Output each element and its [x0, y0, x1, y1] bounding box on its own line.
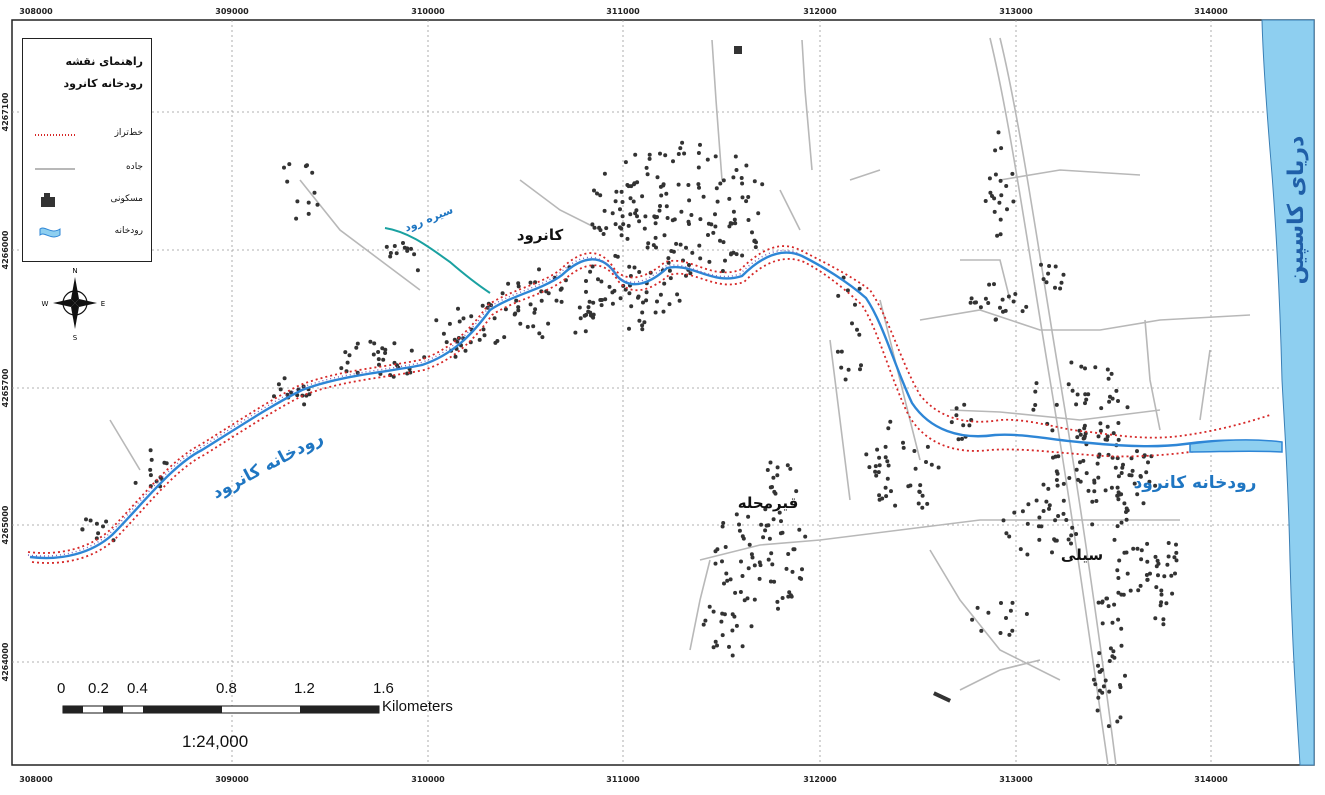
scale-tick-label: 1.2	[294, 680, 315, 697]
grid-y-label: 4265700	[1, 368, 10, 407]
river-icon	[39, 227, 61, 238]
gray-line-icon	[35, 168, 75, 170]
village-label-mid: قیرمحله	[738, 494, 799, 512]
river-mouth	[1189, 439, 1283, 453]
map-legend: راهنمای نقشه رودخانه کانرود خط‌تراز جاده…	[22, 38, 152, 262]
grid-x-label: 313000	[999, 775, 1033, 784]
scale-tick-label: 0	[57, 680, 66, 697]
grid-x-label: 310000	[411, 7, 445, 16]
grid-x-label: 311000	[606, 775, 640, 784]
legend-item-settlement: مسکونی	[29, 193, 143, 209]
svg-text:S: S	[73, 334, 78, 342]
grid-lines	[12, 20, 1314, 765]
scale-tick-label: 0.2	[88, 680, 109, 697]
river-label-east: رودخانه کانرود	[1134, 473, 1257, 493]
grid-x-label: 309000	[215, 7, 249, 16]
grid-y-label: 4264000	[1, 642, 10, 681]
north-arrow-icon: N S E W	[42, 267, 106, 342]
village-label-north: کانرود	[517, 226, 564, 244]
grid-x-label: 314000	[1194, 775, 1228, 784]
settlement-points	[80, 130, 1179, 729]
sea-label: دریای کاسپین	[1284, 136, 1309, 285]
road-network	[109, 37, 1251, 766]
legend-subtitle: رودخانه کانرود	[63, 77, 144, 90]
scale-tick-label: 0.4	[127, 680, 148, 697]
scale-ratio: 1:24,000	[182, 732, 249, 751]
grid-x-label: 311000	[606, 7, 640, 16]
dotted-red-line-icon	[35, 134, 75, 136]
grid-x-label: 309000	[215, 775, 249, 784]
grid-x-label: 314000	[1194, 7, 1228, 16]
grid-x-label: 312000	[803, 7, 837, 16]
grid-x-label: 308000	[19, 775, 53, 784]
svg-text:N: N	[72, 267, 77, 275]
legend-item-river: رودخانه	[29, 225, 143, 241]
legend-item-road: جاده	[29, 161, 143, 177]
legend-title: راهنمای نقشه	[65, 55, 143, 68]
scale-bar	[62, 705, 380, 714]
building-block	[734, 46, 742, 54]
scale-tick-label: 1.6	[373, 680, 394, 697]
svg-text:E: E	[101, 300, 105, 308]
svg-text:W: W	[42, 300, 49, 308]
scale-unit: Kilometers	[382, 698, 453, 715]
caspian-sea	[1261, 19, 1315, 766]
grid-y-label: 4266000	[1, 230, 10, 269]
grid-y-label: 4265000	[1, 505, 10, 544]
contour-north	[27, 245, 1271, 554]
grid-x-label: 313000	[999, 7, 1033, 16]
legend-item-contour: خط‌تراز	[29, 127, 143, 143]
grid-x-label: 310000	[411, 775, 445, 784]
village-label-east: سیلی	[1061, 546, 1103, 564]
building-icon	[41, 193, 55, 207]
scale-tick-label: 0.8	[216, 680, 237, 697]
river-kanrud	[29, 251, 1281, 560]
grid-x-label: 312000	[803, 775, 837, 784]
map-frame	[11, 19, 1315, 766]
grid-x-label: 308000	[19, 7, 53, 16]
grid-y-label: 4267100	[1, 92, 10, 131]
building-block	[932, 691, 952, 703]
stream-line	[384, 227, 491, 294]
